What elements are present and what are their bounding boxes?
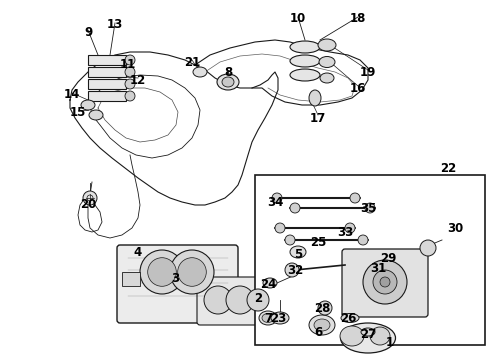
Circle shape xyxy=(285,263,299,277)
Text: 18: 18 xyxy=(350,12,366,24)
Text: 14: 14 xyxy=(64,89,80,102)
Circle shape xyxy=(275,223,285,233)
Text: 13: 13 xyxy=(107,18,123,31)
Ellipse shape xyxy=(290,246,306,258)
Bar xyxy=(88,55,126,65)
Ellipse shape xyxy=(309,315,335,335)
Ellipse shape xyxy=(314,319,330,331)
Circle shape xyxy=(170,250,214,294)
Text: 31: 31 xyxy=(370,261,386,274)
Ellipse shape xyxy=(320,73,334,83)
Text: 24: 24 xyxy=(260,279,276,292)
Circle shape xyxy=(204,286,232,314)
Ellipse shape xyxy=(290,55,320,67)
Circle shape xyxy=(350,193,360,203)
Text: 33: 33 xyxy=(337,225,353,238)
Ellipse shape xyxy=(370,327,390,345)
Bar xyxy=(88,79,126,89)
Ellipse shape xyxy=(361,328,375,336)
Circle shape xyxy=(373,270,397,294)
Text: 10: 10 xyxy=(290,12,306,24)
Circle shape xyxy=(345,223,355,233)
Text: 5: 5 xyxy=(294,248,302,261)
Text: 15: 15 xyxy=(70,105,86,118)
Ellipse shape xyxy=(89,110,103,120)
Text: 19: 19 xyxy=(360,66,376,78)
Circle shape xyxy=(290,203,300,213)
Circle shape xyxy=(125,67,135,77)
Text: 8: 8 xyxy=(224,66,232,78)
Circle shape xyxy=(247,289,269,311)
Bar xyxy=(255,175,485,345)
Text: 26: 26 xyxy=(340,311,356,324)
Text: 29: 29 xyxy=(380,252,396,265)
Ellipse shape xyxy=(290,69,320,81)
Text: 22: 22 xyxy=(440,162,456,175)
Circle shape xyxy=(272,193,282,203)
Text: 20: 20 xyxy=(80,198,96,211)
Text: 9: 9 xyxy=(84,26,92,39)
Ellipse shape xyxy=(290,41,320,53)
Ellipse shape xyxy=(81,100,95,110)
Ellipse shape xyxy=(271,312,289,324)
Circle shape xyxy=(363,260,407,304)
Ellipse shape xyxy=(319,57,335,68)
Ellipse shape xyxy=(309,90,321,106)
Circle shape xyxy=(125,91,135,101)
Circle shape xyxy=(178,258,206,286)
Bar xyxy=(88,91,126,101)
Ellipse shape xyxy=(318,39,336,51)
Circle shape xyxy=(125,79,135,89)
Bar xyxy=(88,67,126,77)
Text: 7: 7 xyxy=(264,311,272,324)
Text: 25: 25 xyxy=(310,235,326,248)
Bar xyxy=(122,272,140,286)
Circle shape xyxy=(226,286,254,314)
Ellipse shape xyxy=(222,77,234,87)
Text: 2: 2 xyxy=(254,292,262,305)
Text: 1: 1 xyxy=(386,336,394,348)
FancyBboxPatch shape xyxy=(117,245,238,323)
Ellipse shape xyxy=(263,278,277,288)
Text: 23: 23 xyxy=(270,311,286,324)
Circle shape xyxy=(285,235,295,245)
Circle shape xyxy=(358,235,368,245)
Text: 17: 17 xyxy=(310,112,326,125)
Text: 21: 21 xyxy=(184,55,200,68)
Circle shape xyxy=(318,301,332,315)
Text: 35: 35 xyxy=(360,202,376,215)
Circle shape xyxy=(380,277,390,287)
Text: 4: 4 xyxy=(134,246,142,258)
Ellipse shape xyxy=(217,74,239,90)
Text: 32: 32 xyxy=(287,264,303,276)
Text: 11: 11 xyxy=(120,58,136,72)
Text: 34: 34 xyxy=(267,195,283,208)
Circle shape xyxy=(365,203,375,213)
FancyBboxPatch shape xyxy=(342,249,428,317)
Ellipse shape xyxy=(341,314,359,323)
FancyBboxPatch shape xyxy=(197,277,271,325)
Circle shape xyxy=(420,240,436,256)
Text: 28: 28 xyxy=(314,302,330,315)
Text: 16: 16 xyxy=(350,81,366,94)
Ellipse shape xyxy=(341,323,395,353)
Text: 27: 27 xyxy=(360,328,376,342)
Ellipse shape xyxy=(340,326,364,346)
Text: 12: 12 xyxy=(130,73,146,86)
Circle shape xyxy=(140,250,184,294)
Ellipse shape xyxy=(262,314,274,323)
Text: 30: 30 xyxy=(447,221,463,234)
Text: 6: 6 xyxy=(314,325,322,338)
Text: 3: 3 xyxy=(171,271,179,284)
Circle shape xyxy=(147,258,176,286)
Ellipse shape xyxy=(259,311,277,325)
Ellipse shape xyxy=(193,67,207,77)
Circle shape xyxy=(125,55,135,65)
Circle shape xyxy=(83,191,97,205)
